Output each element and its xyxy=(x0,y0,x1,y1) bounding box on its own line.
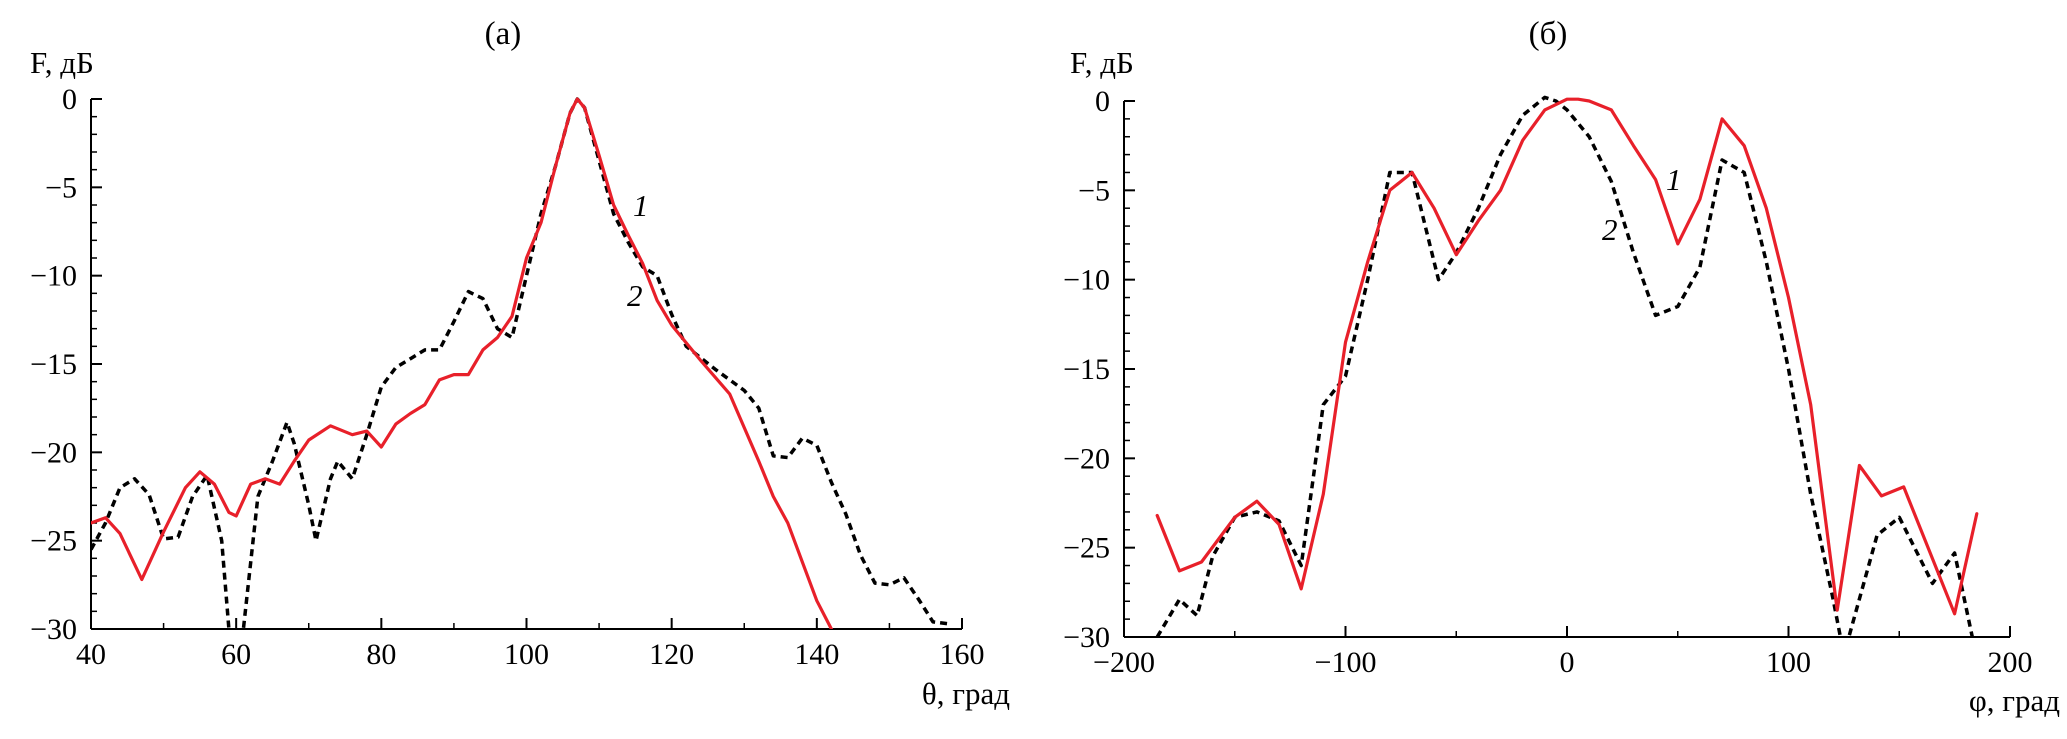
panel-a-curve-2-label: 2 xyxy=(627,278,643,313)
panel-a-y-tick-label: −30 xyxy=(30,613,77,646)
panel-a-title: (а) xyxy=(485,16,522,52)
panel-a-x-tick-label: 140 xyxy=(794,638,839,671)
panel-a-y-tick-label: −25 xyxy=(30,525,77,558)
panel-b-y-tick-label: −5 xyxy=(1078,174,1110,207)
panel-a-y-tick-label: −5 xyxy=(45,171,77,204)
panel-b-x-axis-title: φ, град xyxy=(1969,683,2060,718)
panel-a-curve-1-label: 1 xyxy=(633,188,649,223)
panel-b-series-1-line xyxy=(1155,97,1979,616)
chart-panel-b: (б) F, дБ φ, град −200 −100 0 100 2000−5−10−… xyxy=(1063,16,2060,718)
panel-b-x-tick-label: 0 xyxy=(1560,646,1575,679)
panel-a-y-tick-label: −15 xyxy=(30,348,77,381)
panel-b-ticks: −200 −100 0 100 200 0 −5 −10 −15 −20 −25 −30 xyxy=(1063,85,2032,679)
panel-a-curves xyxy=(91,97,948,629)
panel-a-y-tick-label: −10 xyxy=(30,260,77,293)
panel-a-y-tick-label: −20 xyxy=(30,436,77,469)
panel-a-ticks: 40 60 80 100 120 140 160 0 −5 −10 −15 −20 −25 −30 xyxy=(30,83,984,671)
panel-b-y-tick-label: −25 xyxy=(1063,532,1110,565)
panel-a-series-1-line xyxy=(91,97,834,629)
panel-a-y-axis-title: F, дБ xyxy=(30,45,94,80)
panel-a-x-tick-label: 80 xyxy=(366,638,396,671)
panel-b-series-2-line xyxy=(1155,95,1975,637)
panel-b-y-tick-label: −10 xyxy=(1063,264,1110,297)
panel-b-x-tick-label: −200 xyxy=(1093,646,1155,679)
chart-panel-a: (а) F, дБ θ, град 40 60 80 100 120 140 160 0 −5 −… xyxy=(30,16,1010,711)
panel-b-y-tick-label: −20 xyxy=(1063,442,1110,475)
panel-b-curves xyxy=(1155,95,1979,637)
panel-b-y-tick-label: −15 xyxy=(1063,353,1110,386)
panel-b-y-tick-label: 0 xyxy=(1095,85,1110,118)
panel-b-curve-1-label: 1 xyxy=(1666,162,1682,197)
panel-b-title: (б) xyxy=(1529,16,1568,52)
panel-a-x-tick-label: 40 xyxy=(76,638,106,671)
panel-b-x-tick-label: 200 xyxy=(1988,646,2033,679)
panel-a-x-tick-label: 160 xyxy=(940,638,985,671)
panel-b-y-tick-label: −30 xyxy=(1063,621,1110,654)
panel-a-x-tick-label: 120 xyxy=(649,638,694,671)
panel-a-x-tick-label: 60 xyxy=(221,638,251,671)
panel-a-series-2-line xyxy=(91,97,948,629)
panel-a-x-axis-title: θ, град xyxy=(922,676,1010,711)
panel-a-x-tick-label: 100 xyxy=(504,638,549,671)
panel-b-curve-2-label: 2 xyxy=(1602,212,1618,247)
panel-b-x-tick-label: 100 xyxy=(1766,646,1811,679)
panel-b-y-axis-title: F, дБ xyxy=(1070,45,1134,80)
panel-a-y-tick-label: 0 xyxy=(62,83,77,116)
panel-b-x-tick-label: −100 xyxy=(1315,646,1377,679)
